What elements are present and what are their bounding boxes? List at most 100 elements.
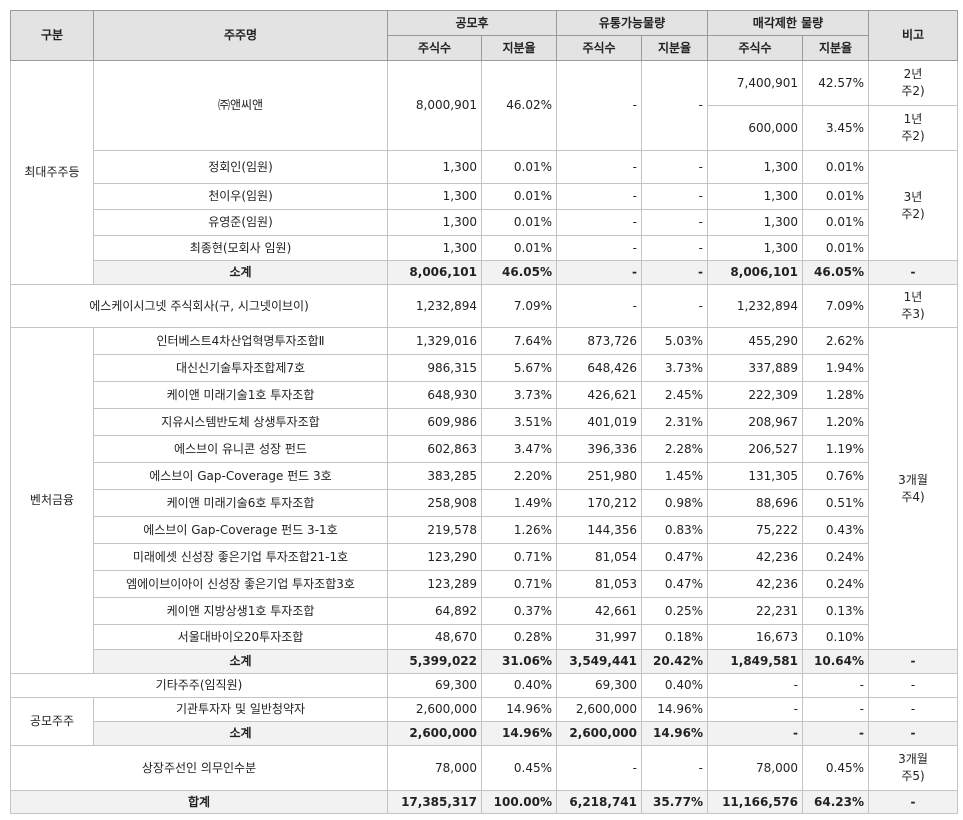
- value-cell: 337,889: [707, 354, 803, 382]
- value-cell: 0.28%: [481, 624, 557, 650]
- data-row: 상장주선인 의무인수분 78,000 0.45% - -78,000 0.45% 3개월 주…: [10, 745, 959, 791]
- name-cell: 인터베스트4차산업혁명투자조합Ⅱ: [93, 327, 388, 355]
- value-cell: 69,300: [387, 673, 482, 698]
- value-cell: 20.42%: [641, 649, 708, 674]
- value-cell: 426,621: [556, 381, 642, 409]
- value-cell: 78,000: [707, 745, 803, 791]
- value-cell: -: [641, 745, 708, 791]
- value-cell: 0.24%: [801, 570, 870, 598]
- value-cell: 0.25%: [641, 597, 708, 625]
- name-cell: 소계: [93, 260, 388, 285]
- value-cell: 0.71%: [481, 570, 557, 598]
- value-cell: 14.96%: [481, 721, 557, 746]
- value-cell: 81,053: [556, 570, 642, 598]
- value-cell: -: [556, 235, 642, 261]
- data-row: 공모주주 기관투자자 및 일반청약자 2,600,000 14.96% 2,600,00…: [10, 697, 959, 746]
- name-cell: 에스브이 Gap-Coverage 펀드 3호: [93, 462, 388, 490]
- data-row: 서울대바이오20투자조합 48,670 0.28% 31,997 0.18% 16,673…: [11, 624, 958, 650]
- name-cell: 케이앤 미래기술1호 투자조합: [93, 381, 388, 409]
- note-cell: 3년 주2): [868, 150, 959, 261]
- category-cell: 상장주선인 의무인수분: [10, 745, 388, 791]
- data-row: 케이앤 미래기술6호 투자조합 258,908 1.49% 170,212 0.98% 8…: [11, 489, 958, 517]
- subtotal-row: 소계 5,399,022 31.06% 3,549,441 20.42% 1,849,58…: [11, 649, 959, 674]
- value-cell: 5.03%: [641, 327, 708, 355]
- value-cell: 0.01%: [481, 235, 557, 261]
- value-cell: 144,356: [556, 516, 642, 544]
- value-cell: 0.01%: [481, 183, 557, 210]
- value-cell: 75,222: [707, 516, 803, 544]
- value-cell: 1.94%: [801, 354, 870, 382]
- value-cell: -: [641, 284, 708, 328]
- category-cell: 합계: [10, 790, 388, 814]
- value-cell: 0.37%: [481, 597, 557, 625]
- value-cell: -: [641, 209, 708, 236]
- value-cell: 64,892: [387, 597, 482, 625]
- value-cell: 170,212: [556, 489, 642, 517]
- value-cell: 17,385,317: [387, 790, 482, 814]
- value-cell: 1.19%: [801, 435, 870, 463]
- name-cell: 미래에셋 신성장 좋은기업 투자조합21-1호: [93, 543, 388, 571]
- note-cell: 3개월 주5): [868, 745, 959, 791]
- category-cell: 에스케이시그넷 주식회사(구, 시그넷이브이): [10, 284, 388, 328]
- value-cell: -: [556, 60, 642, 151]
- value-cell: 7.64%: [481, 327, 557, 355]
- value-cell: 7.09%: [801, 284, 870, 328]
- subtotal-row: 소계 8,006,101 46.05% - -8,006,101 46.05% -: [11, 260, 959, 285]
- value-cell: 22,231: [707, 597, 803, 625]
- value-cell: 258,908: [387, 489, 482, 517]
- name-cell: 케이앤 지방상생1호 투자조합: [93, 597, 388, 625]
- value-cell: 1.49%: [481, 489, 557, 517]
- value-cell: 46.05%: [481, 260, 557, 285]
- data-row: 케이앤 미래기술1호 투자조합 648,930 3.73% 426,621 2.45% 2…: [11, 381, 958, 409]
- value-cell: 3.73%: [641, 354, 708, 382]
- name-cell: 엠에이브이아이 신성장 좋은기업 투자조합3호: [93, 570, 388, 598]
- value-cell: 64.23%: [801, 790, 870, 814]
- data-row: 벤처금융 인터베스트4차산업혁명투자조합Ⅱ 1,329,016 7.64% 873,72…: [10, 327, 959, 674]
- value-cell: 7,400,901: [707, 60, 803, 106]
- data-row: 유영준(임원) 1,300 0.01% - -1,300 0.01%: [11, 209, 958, 236]
- value-cell: 0.43%: [801, 516, 870, 544]
- value-cell: 396,336: [556, 435, 642, 463]
- header-cell: 비고: [868, 10, 959, 61]
- value-cell: 11,166,576: [707, 790, 803, 814]
- value-cell: 10.64%: [801, 649, 870, 674]
- table-header: 구분 주주명 공모후 유통가능물량 매각제한 물량 비고 주식수 지분율 주식수…: [10, 10, 959, 61]
- header-cell: 주식수: [387, 35, 482, 61]
- value-cell: 0.18%: [641, 624, 708, 650]
- value-cell: 401,019: [556, 408, 642, 436]
- note-cell: 3개월 주4): [868, 327, 959, 650]
- value-cell: 6,218,741: [556, 790, 642, 814]
- header-cell: 지분율: [641, 35, 708, 61]
- value-cell: 0.83%: [641, 516, 708, 544]
- value-cell: 5.67%: [481, 354, 557, 382]
- value-cell: -: [707, 721, 803, 746]
- header-cell: 공모후: [387, 10, 557, 36]
- header-cell: 구분: [10, 10, 94, 61]
- value-cell: 219,578: [387, 516, 482, 544]
- value-cell: 2,600,000: [387, 721, 482, 746]
- value-cell: 1.20%: [801, 408, 870, 436]
- value-cell: 1,300: [707, 209, 803, 236]
- value-cell: 42,661: [556, 597, 642, 625]
- value-cell: 0.76%: [801, 462, 870, 490]
- value-cell: 0.24%: [801, 543, 870, 571]
- value-cell: 1,300: [707, 183, 803, 210]
- data-row: 에스브이 Gap-Coverage 펀드 3-1호 219,578 1.26% 144…: [11, 516, 958, 544]
- shareholder-table: 구분 주주명 공모후 유통가능물량 매각제한 물량 비고 주식수 지분율 주식수…: [10, 10, 959, 814]
- header-row: 주식수 지분율 주식수 지분율 주식수 지분율: [11, 35, 958, 61]
- data-row: 에스브이 Gap-Coverage 펀드 3호 383,285 2.20% 251,9…: [11, 462, 958, 490]
- name-cell: 소계: [93, 721, 388, 746]
- value-cell: 8,000,901: [387, 60, 482, 151]
- value-cell: 2.62%: [801, 327, 870, 355]
- name-cell: ㈜앤씨앤: [93, 60, 388, 151]
- name-cell: 정회인(임원): [93, 150, 388, 184]
- value-cell: 648,426: [556, 354, 642, 382]
- header-cell: 주주명: [93, 10, 388, 61]
- value-cell: 1,232,894: [707, 284, 803, 328]
- value-cell: -: [707, 697, 803, 722]
- data-row: 에스브이 유니콘 성장 펀드 602,863 3.47% 396,336 2.28% 20…: [11, 435, 958, 463]
- value-cell: 42,236: [707, 570, 803, 598]
- value-cell: 0.71%: [481, 543, 557, 571]
- value-cell: 16,673: [707, 624, 803, 650]
- value-cell: 2.31%: [641, 408, 708, 436]
